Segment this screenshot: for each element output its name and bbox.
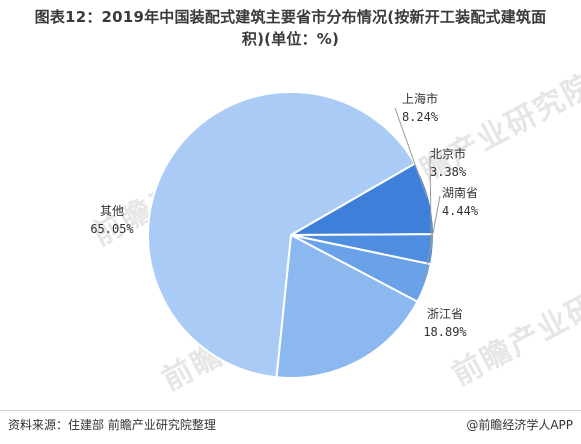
chart-title: 图表12：2019年中国装配式建筑主要省市分布情况(按新开工装配式建筑面 积)(… [8,6,573,50]
pie-slices [147,91,436,379]
pie-label-value-beijing: 3.38% [430,165,467,179]
pie-label-name-hunan: 湖南省 [442,185,478,200]
pie-slice-other [147,91,417,379]
pie-label-value-shanghai: 8.24% [402,110,439,124]
pie-labels: 上海市 8.24% 北京市 3.38% 湖南省 4.44% 浙江省 18.89% 其他 65.05… [90,91,479,339]
leader-line-shanghai [394,107,428,199]
pie-leader-lines [394,107,441,283]
chart-title-line-1: 图表12：2019年中国装配式建筑主要省市分布情况(按新开工装配式建筑面 [34,8,547,26]
chart-title-line-2: 积)(单位：%) [241,30,340,48]
pie-label-value-hunan: 4.44% [442,204,479,218]
pie-slice-zhejiang [275,233,419,379]
pie-label-name-beijing: 北京市 [430,146,466,161]
pie-label-value-other: 65.05% [90,222,134,236]
source-note: 资料来源：住建部 前瞻产业研究院整理 [8,418,216,432]
pie-label-value-zhejiang: 18.89% [423,325,467,339]
leader-line-hunan [423,195,441,283]
leader-line-beijing [429,156,432,250]
brand-credit: @前瞻经济学人APP [466,418,573,432]
pie-label-name-zhejiang: 浙江省 [427,307,463,321]
pie-chart: 上海市 8.24% 北京市 3.38% 湖南省 4.44% 浙江省 18.89% 其他 65.05… [90,91,479,379]
pie-label-name-other: 其他 [100,204,124,218]
footer-divider [0,410,581,411]
pie-label-name-shanghai: 上海市 [402,91,438,106]
